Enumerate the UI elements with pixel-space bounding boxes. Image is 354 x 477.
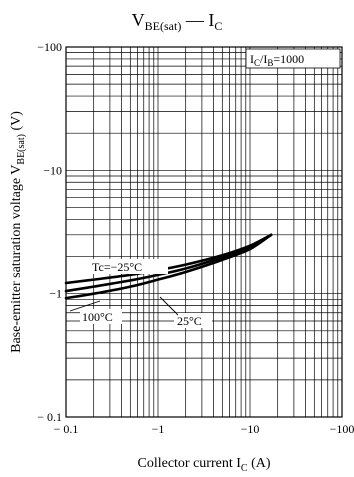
y-tick-label: −1 — [49, 287, 62, 301]
chart-title: VBE(sat) — IC — [132, 10, 223, 33]
series-label-100: 100°C — [82, 310, 113, 324]
leader-25 — [159, 296, 179, 316]
y-axis-label-main: Base-emitter saturation voltage V — [9, 165, 24, 353]
chart-title-dash: — I — [181, 10, 214, 30]
label-bg-100 — [80, 309, 122, 324]
label-bg-m25 — [90, 259, 168, 274]
condition-label-mid: /I — [260, 52, 267, 66]
condition-label-sub1: C — [254, 58, 260, 68]
x-tick-label: −100 — [330, 422, 354, 436]
condition-label-box — [245, 48, 341, 69]
condition-label-tail: =1000 — [273, 52, 304, 66]
x-tick-label: −10 — [241, 422, 260, 436]
y-axis-label-sub: BE(sat) — [16, 134, 27, 165]
chart-title-sub: BE(sat) — [145, 19, 182, 33]
y-axis-label: Base-emitter saturation voltage VBE(sat)… — [9, 111, 27, 353]
y-tick-label: − 0.1 — [37, 410, 62, 424]
chart-title-sub2: C — [214, 19, 222, 33]
y-axis-label-tail: (V) — [9, 111, 24, 134]
leader-100 — [69, 300, 101, 312]
plot-frame — [65, 46, 343, 418]
chart-title-main: V — [132, 10, 145, 30]
y-tick-label: −10 — [43, 163, 62, 177]
x-tick-label: − 0.1 — [54, 422, 79, 436]
series-label-25: 25°C — [177, 314, 202, 328]
x-axis-label-main: Collector current I — [137, 456, 241, 471]
grid-lines — [66, 47, 342, 417]
x-tick-label: −1 — [152, 422, 165, 436]
series-line-0 — [64, 233, 273, 285]
condition-label: IC/IB=1000 — [250, 52, 304, 68]
x-axis-label-tail: (A) — [248, 456, 271, 471]
condition-label-sub2: B — [267, 58, 273, 68]
x-axis-label: Collector current IC (A) — [137, 456, 270, 474]
label-bg-25 — [174, 313, 212, 328]
series-label-m25: Tc=−25°C — [92, 260, 142, 274]
x-axis-label-sub: C — [241, 463, 248, 474]
y-tick-label: −100 — [37, 40, 62, 54]
series-line-2 — [64, 233, 273, 300]
condition-label-main: I — [250, 52, 254, 66]
tick-labels: − 0.1 −1 −10 −100 − 0.1 −1 −10 −100 — [37, 40, 354, 436]
curves — [64, 233, 273, 300]
series-line-1 — [64, 233, 273, 293]
